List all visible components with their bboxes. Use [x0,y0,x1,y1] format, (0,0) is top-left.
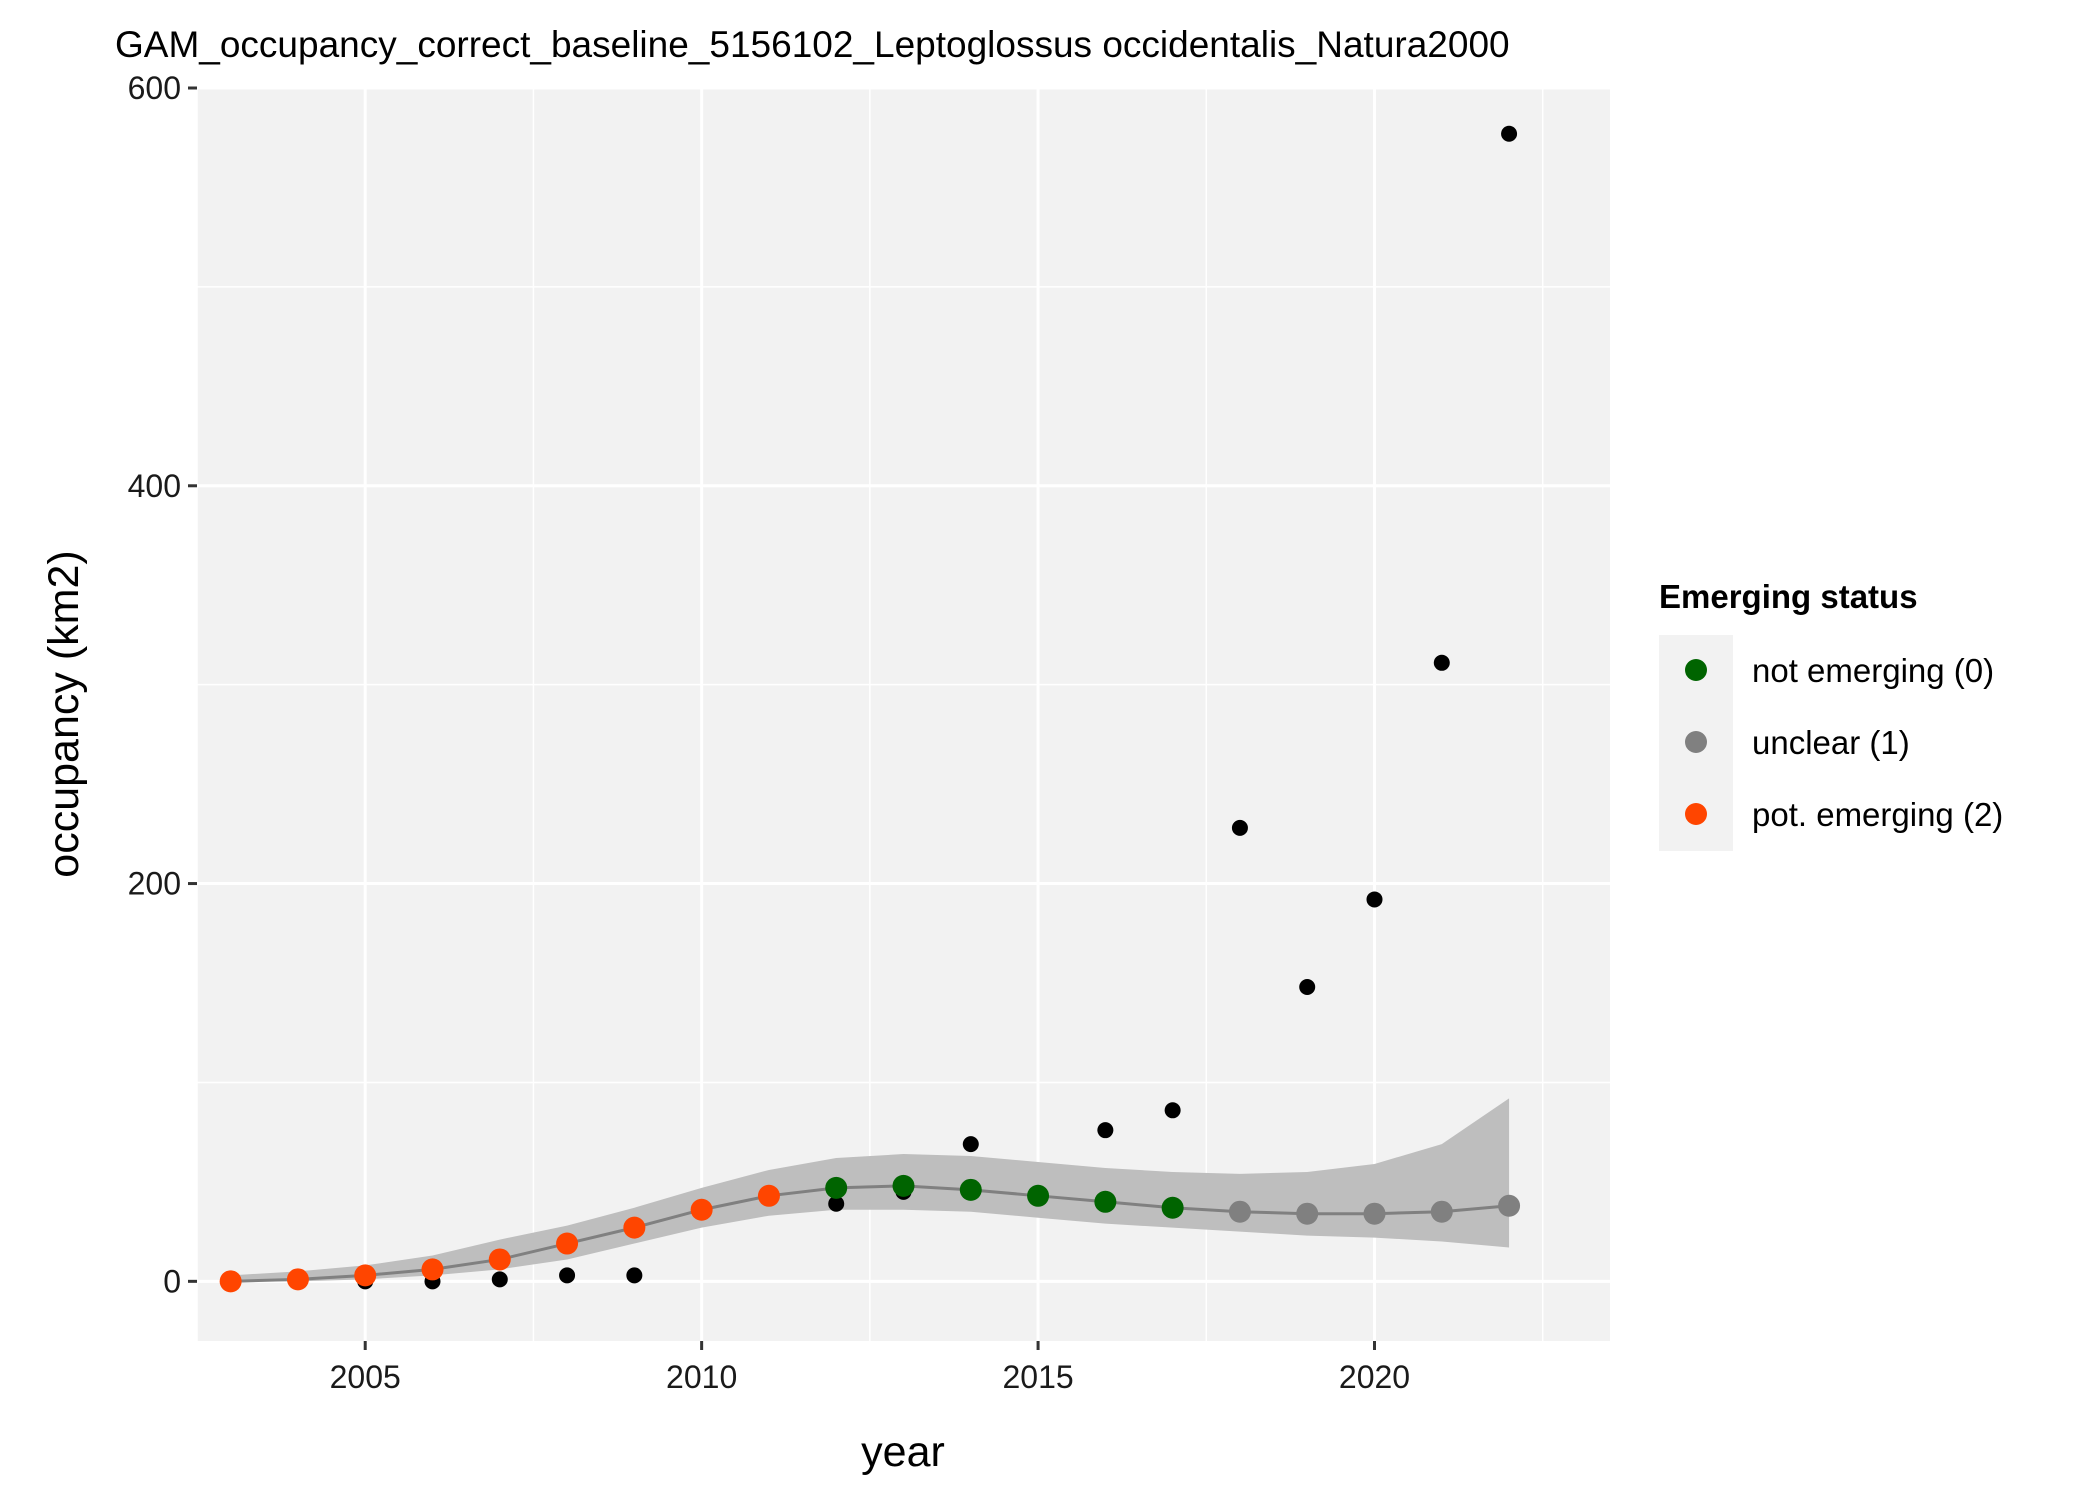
gam-fit-line [230,1184,1510,1283]
plot-panel [197,88,1610,1341]
gam-fit-point [892,1174,915,1197]
x-tick-label: 2020 [1339,1359,1410,1395]
observed-point [1433,654,1450,671]
legend-key [1685,803,1707,825]
gam-fit-point [1027,1184,1050,1207]
x-tick-label: 2010 [666,1359,737,1395]
observed-point [828,1195,845,1212]
x-axis-title: year [861,1428,945,1476]
observed-point [1164,1102,1181,1119]
gam-fit-point [1228,1200,1251,1223]
observed-point [1501,125,1518,142]
gam-fit-point [556,1232,579,1255]
legend-label: unclear (1) [1752,724,1910,761]
y-tick-label: 400 [128,468,181,504]
gam-fit-point [1296,1202,1319,1225]
gam-fit [219,1174,1521,1293]
legend-key [1685,731,1707,753]
gam-fit-point [488,1248,511,1271]
observed-point [1366,891,1383,908]
y-tick-label: 600 [128,70,181,106]
legend-title: Emerging status [1659,578,1918,615]
gam-fit-point [1094,1190,1117,1213]
gam-fit-point [959,1178,982,1201]
gam-fit-point [1161,1196,1184,1219]
gam-fit-point [623,1216,646,1239]
x-tick-label: 2005 [330,1359,401,1395]
observed-point [1097,1122,1114,1139]
grid [196,86,1610,1341]
observed-point [626,1267,643,1284]
axes: 2005 2010 2015 2020 0 200 400 600 [128,70,1410,1395]
legend-label: pot. emerging (2) [1752,796,2003,833]
gam-fit-point [354,1264,377,1287]
gam-fit-point [1363,1202,1386,1225]
gam-fit-point [421,1258,444,1281]
gam-fit-point [690,1198,713,1221]
gam-fit-point [825,1176,848,1199]
observed-point [559,1267,576,1284]
observed-point [1299,978,1316,995]
gam-fit-point [1430,1200,1453,1223]
observed-point [1231,819,1248,836]
y-axis-title: occupancy (km2) [40,550,88,877]
legend: Emerging status not emerging (0) unclear … [1659,578,2003,851]
gam-fit-point [286,1268,309,1291]
y-tick-label: 0 [163,1263,181,1299]
legend-label: not emerging (0) [1752,652,1994,689]
gam-fit-point [757,1184,780,1207]
x-tick-label: 2015 [1002,1359,1073,1395]
observed-point [491,1271,508,1288]
legend-key [1685,659,1707,681]
observed-point [962,1136,979,1153]
confidence-band [230,1098,1510,1282]
confidence-band-area [230,1098,1510,1282]
chart-title: GAM_occupancy_correct_baseline_5156102_L… [115,24,1510,65]
gam-fit-point [1498,1194,1521,1217]
gam-fit-point [219,1270,242,1293]
y-tick-label: 200 [128,866,181,902]
